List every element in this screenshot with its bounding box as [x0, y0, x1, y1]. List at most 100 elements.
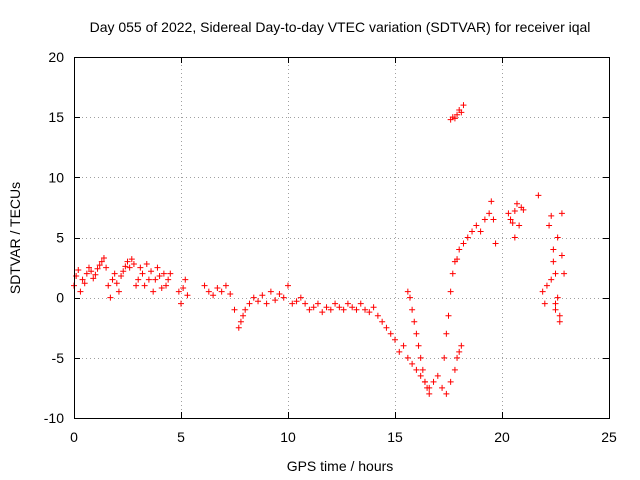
data-point	[460, 240, 467, 247]
data-point	[276, 291, 283, 298]
data-point	[96, 262, 103, 269]
data-point	[400, 342, 407, 349]
data-point	[128, 256, 135, 263]
data-point	[83, 270, 90, 277]
y-tick-label: 20	[48, 49, 64, 65]
data-point	[552, 270, 559, 277]
data-point	[362, 306, 369, 313]
data-point	[413, 330, 420, 337]
data-point	[306, 306, 313, 313]
data-point	[554, 234, 561, 241]
data-point	[336, 304, 343, 311]
data-point	[486, 210, 493, 217]
data-point	[143, 260, 150, 267]
data-point	[135, 276, 142, 283]
data-point	[152, 276, 159, 283]
data-point	[259, 292, 266, 299]
data-point	[332, 300, 339, 307]
data-point	[460, 102, 467, 109]
data-point	[327, 306, 334, 313]
y-tick-label: 5	[56, 230, 64, 246]
data-point	[178, 300, 184, 307]
y-axis-label: SDTVAR / TECUs	[7, 182, 23, 294]
data-point	[456, 348, 463, 355]
data-point	[94, 265, 101, 272]
data-point	[561, 270, 568, 277]
x-tick-label: 0	[70, 429, 78, 445]
data-point	[263, 300, 270, 307]
data-point	[439, 384, 446, 391]
y-tick-label: 0	[56, 290, 64, 306]
data-point	[379, 318, 386, 325]
data-point	[319, 309, 326, 316]
y-tick-label: 10	[48, 169, 64, 185]
data-point	[481, 216, 488, 223]
data-point	[180, 285, 187, 292]
data-point	[415, 342, 422, 349]
data-point	[421, 378, 428, 385]
data-point	[267, 288, 274, 295]
data-point	[454, 354, 461, 361]
data-point	[88, 268, 95, 275]
data-point	[449, 270, 456, 277]
y-tick-label: -10	[44, 410, 64, 426]
data-point	[554, 294, 561, 301]
data-point	[404, 354, 411, 361]
data-point	[552, 300, 559, 307]
data-point	[419, 366, 426, 373]
data-point	[314, 300, 321, 307]
data-point	[120, 268, 127, 275]
data-point	[240, 312, 247, 319]
y-tick-label: 15	[48, 109, 64, 125]
data-point	[158, 285, 165, 292]
x-tick-label: 15	[387, 429, 403, 445]
data-point	[90, 275, 97, 282]
data-point	[310, 304, 317, 311]
data-point	[77, 288, 84, 295]
data-point	[447, 288, 454, 295]
data-point	[492, 240, 499, 247]
data-point	[454, 256, 461, 263]
data-point	[137, 264, 144, 271]
data-point	[366, 309, 373, 316]
data-point	[133, 282, 140, 289]
data-point	[458, 342, 465, 349]
data-point	[505, 210, 512, 217]
data-point	[165, 276, 172, 283]
data-point	[404, 288, 411, 295]
data-point	[205, 288, 212, 295]
data-point	[441, 354, 448, 361]
data-point	[424, 384, 431, 391]
x-tick-label: 25	[601, 429, 617, 445]
data-point	[246, 300, 253, 307]
data-point	[98, 258, 105, 265]
data-point	[488, 198, 495, 205]
data-point	[456, 246, 463, 253]
data-point	[477, 228, 484, 235]
data-point	[139, 270, 146, 277]
data-point	[353, 306, 360, 313]
data-point	[548, 212, 555, 219]
data-point	[454, 111, 461, 118]
data-point	[109, 276, 116, 283]
data-point	[349, 304, 356, 311]
data-point	[103, 264, 110, 271]
data-point	[473, 222, 480, 229]
data-point	[451, 366, 458, 373]
data-point	[156, 273, 163, 280]
data-point	[124, 258, 131, 265]
x-tick-label: 5	[177, 429, 185, 445]
data-point	[100, 254, 107, 261]
data-point	[409, 360, 416, 367]
data-point	[201, 282, 208, 289]
data-point	[511, 234, 518, 241]
data-point	[272, 297, 279, 304]
data-point	[458, 109, 465, 116]
data-point	[218, 288, 225, 295]
data-point	[113, 280, 120, 287]
data-point	[426, 390, 433, 397]
data-point	[111, 270, 118, 277]
data-point	[374, 312, 381, 319]
x-tick-label: 20	[494, 429, 510, 445]
